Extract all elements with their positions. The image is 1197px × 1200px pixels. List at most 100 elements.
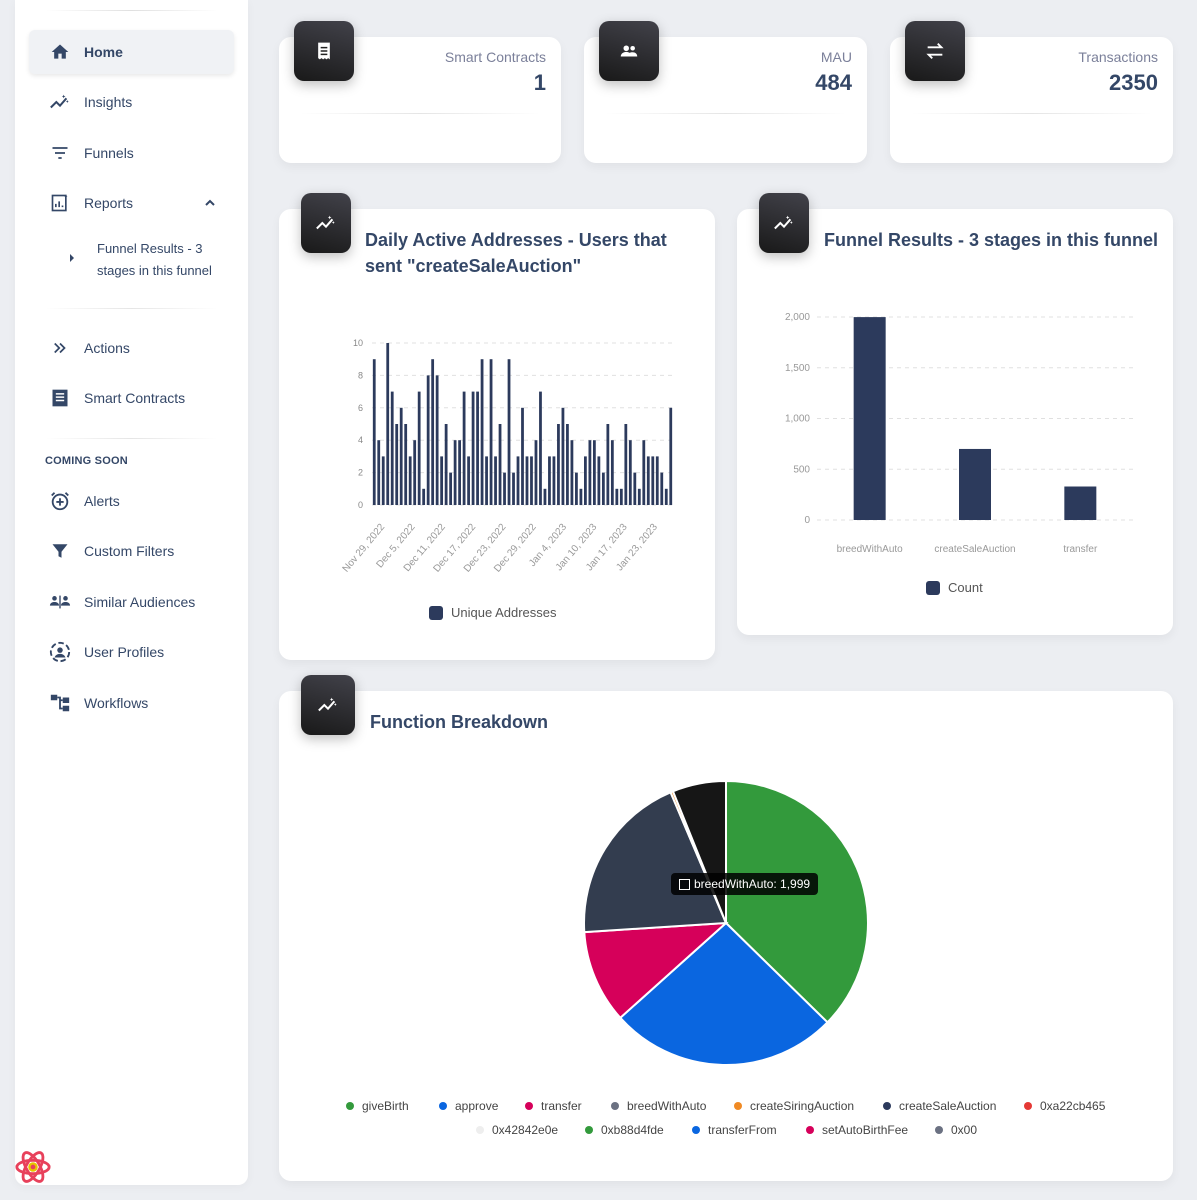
legend-label: transferFrom <box>708 1123 777 1137</box>
bar <box>642 440 646 505</box>
legend-item[interactable]: transfer <box>525 1099 582 1113</box>
legend-item[interactable]: giveBirth <box>346 1099 409 1113</box>
caret-right-icon <box>69 249 75 282</box>
bar <box>853 317 886 520</box>
x-tick-label: breedWithAuto <box>837 544 904 555</box>
legend-item[interactable]: 0x42842e0e <box>476 1123 558 1137</box>
bar <box>377 440 381 505</box>
legend-dot <box>346 1102 354 1110</box>
bar <box>655 456 659 505</box>
bar <box>462 391 466 505</box>
legend-item[interactable]: transferFrom <box>692 1123 777 1137</box>
bar <box>413 440 417 505</box>
legend-label: 0xa22cb465 <box>1040 1099 1106 1113</box>
legend-dot <box>439 1102 447 1110</box>
chart-legend[interactable]: Unique Addresses <box>429 605 557 620</box>
function-pie-chart[interactable] <box>279 691 1173 1091</box>
bar <box>521 407 524 505</box>
legend-item[interactable]: createSaleAuction <box>883 1099 996 1113</box>
sidebar-item-smart-contracts[interactable]: Smart Contracts <box>29 376 234 420</box>
filter-icon <box>49 540 71 562</box>
home-icon <box>49 41 71 63</box>
pie-slice-transfer <box>583 921 729 1020</box>
stat-value: 1 <box>533 70 546 95</box>
sidebar-item-alerts[interactable]: Alerts <box>29 479 234 523</box>
legend-item[interactable]: createSiringAuction <box>734 1099 854 1113</box>
bar <box>516 456 520 505</box>
chart-legend[interactable]: Count <box>926 580 983 595</box>
bar <box>660 472 664 505</box>
legend-dot <box>806 1126 814 1134</box>
similar-audiences-icon <box>49 591 71 613</box>
bar <box>453 440 457 505</box>
bar <box>597 456 601 505</box>
legend-item[interactable]: 0xa22cb465 <box>1024 1099 1105 1113</box>
y-tick-label: 0 <box>804 515 810 526</box>
stat-label: Transactions <box>1078 49 1158 65</box>
sidebar-item-user-profiles[interactable]: User Profiles <box>29 630 234 674</box>
sidebar-divider <box>45 438 218 439</box>
y-tick-label: 2,000 <box>785 312 810 323</box>
pie-slice-approve <box>618 921 829 1066</box>
stat-divider <box>299 113 541 114</box>
bar <box>588 440 592 505</box>
legend-item[interactable]: setAutoBirthFee <box>806 1123 908 1137</box>
sidebar-item-label: Insights <box>84 94 133 110</box>
sidebar-item-reports[interactable]: Reports <box>29 181 234 225</box>
funnel-bar-chart: 0 500 1,000 1,500 2,000 breedWithAuto createSa… <box>785 312 1133 555</box>
y-tick-label: 10 <box>353 338 363 348</box>
legend-label: breedWithAuto <box>627 1099 707 1113</box>
legend-label: approve <box>455 1099 499 1113</box>
stat-card-mau: MAU 484 <box>584 21 867 163</box>
chevron-up-icon <box>204 196 216 214</box>
bar <box>557 424 560 505</box>
stat-value: 2350 <box>1109 70 1158 95</box>
sidebar-item-funnels[interactable]: Funnels <box>29 131 234 175</box>
bar <box>381 456 385 505</box>
react-logo-icon[interactable] <box>14 1148 52 1186</box>
bar <box>417 391 421 505</box>
bar <box>489 359 493 505</box>
legend-item[interactable]: 0xb88d4fde <box>585 1123 664 1137</box>
legend-item[interactable]: approve <box>439 1099 498 1113</box>
stat-label: MAU <box>820 49 852 65</box>
bar <box>494 456 497 505</box>
y-tick-label: 4 <box>358 435 363 445</box>
bar <box>408 456 412 505</box>
sidebar-item-label: Smart Contracts <box>84 390 186 406</box>
bar <box>386 343 390 505</box>
sidebar-item-custom-filters[interactable]: Custom Filters <box>29 529 234 573</box>
bar <box>431 359 435 505</box>
y-tick-label: 6 <box>358 403 363 413</box>
bar <box>449 472 453 505</box>
sidebar-item-similar-audiences[interactable]: Similar Audiences <box>29 580 234 624</box>
receipt-icon <box>294 21 354 81</box>
sidebar-item-workflows[interactable]: Workflows <box>29 681 234 725</box>
sidebar-divider <box>45 308 218 309</box>
smart-contracts-icon <box>49 387 71 409</box>
tooltip-text: breedWithAuto: 1,999 <box>694 877 811 891</box>
legend-item[interactable]: breedWithAuto <box>611 1099 706 1113</box>
legend-item[interactable]: 0x00 <box>935 1123 977 1137</box>
pie-slice-giveBirth <box>725 779 869 1024</box>
stat-card-transactions: Transactions 2350 <box>890 21 1173 163</box>
sidebar-item-actions[interactable]: Actions <box>29 326 234 370</box>
sidebar-sub-item-funnel-results[interactable]: Funnel Results - 3 stages in this funnel <box>29 238 234 282</box>
bar <box>534 440 538 505</box>
bar <box>561 407 565 505</box>
sidebar-sub-item-label: Funnel Results - 3 stages in this funnel <box>97 241 212 278</box>
bar <box>637 488 641 505</box>
bar <box>426 375 430 505</box>
people-icon <box>599 21 659 81</box>
bar <box>664 488 668 505</box>
legend-label: createSaleAuction <box>899 1099 997 1113</box>
y-tick-label: 1,000 <box>785 414 810 425</box>
stat-card-smart-contracts: Smart Contracts 1 <box>279 21 561 163</box>
sidebar-item-insights[interactable]: Insights <box>29 80 234 124</box>
sidebar-item-label: Actions <box>84 340 130 356</box>
bar <box>543 488 547 505</box>
pie-slice-breedWithAuto <box>583 790 728 934</box>
bar <box>503 472 506 505</box>
sidebar-item-home[interactable]: Home <box>29 30 234 74</box>
